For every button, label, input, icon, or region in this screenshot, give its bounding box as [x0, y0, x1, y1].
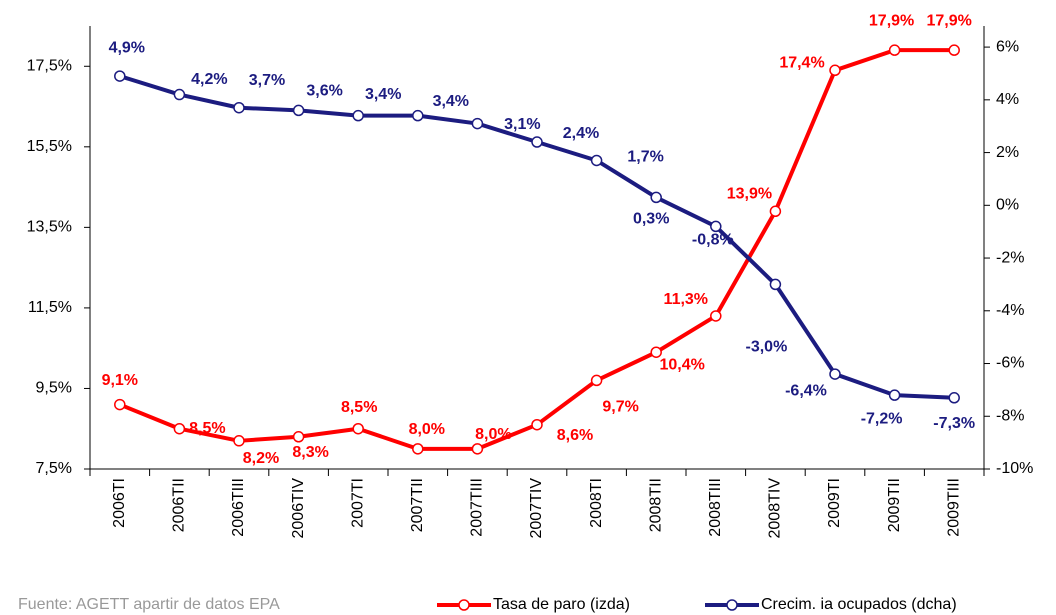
value-label: 3,4% — [433, 93, 469, 110]
value-label: 9,7% — [602, 399, 638, 416]
value-label: -6,4% — [785, 382, 827, 399]
point — [471, 117, 484, 130]
x-tick-label: 2008TII — [647, 478, 664, 532]
value-label: -0,8% — [692, 232, 734, 249]
value-label: 9,1% — [102, 372, 138, 389]
x-tick-label: 2006TIV — [290, 478, 307, 539]
point — [590, 374, 603, 387]
value-label: 17,4% — [779, 55, 824, 72]
point — [292, 104, 305, 117]
point — [114, 398, 126, 411]
y2-tick-label: -8% — [996, 407, 1024, 424]
y2-tick-label: -4% — [996, 302, 1024, 319]
value-label: -7,2% — [861, 410, 903, 427]
x-tick-label: 2007TIV — [528, 478, 545, 539]
point — [352, 109, 364, 122]
value-label: 3,6% — [306, 83, 342, 100]
value-label: 4,2% — [191, 71, 227, 88]
value-label: 8,0% — [409, 421, 445, 438]
point — [531, 136, 543, 148]
legend-marker — [458, 599, 470, 611]
value-label: 3,7% — [249, 72, 285, 89]
value-label: 2,4% — [563, 125, 599, 142]
point — [888, 44, 901, 56]
value-label: 17,9% — [869, 12, 914, 29]
legend-label: Crecim. ia ocupados (dcha) — [761, 596, 957, 613]
point — [412, 443, 424, 455]
y-tick-label: 11,5% — [28, 299, 72, 316]
point — [769, 205, 782, 218]
point — [173, 422, 186, 435]
x-tick-label: 2008TI — [588, 478, 605, 528]
value-label: 17,9% — [927, 12, 972, 29]
value-label: 8,5% — [189, 420, 225, 437]
y2-tick-label: 2% — [996, 144, 1019, 161]
point — [650, 346, 662, 358]
value-label: 8,5% — [341, 399, 377, 416]
y-tick-label: 7,5% — [36, 460, 72, 477]
point — [352, 422, 364, 435]
x-tick-label: 2007TIII — [469, 478, 486, 537]
point — [888, 389, 901, 401]
y2-tick-label: 4% — [996, 91, 1019, 108]
value-label: 3,1% — [504, 116, 540, 133]
value-label: 8,2% — [243, 450, 279, 467]
value-label: 4,9% — [109, 39, 145, 56]
legend-marker — [726, 599, 738, 611]
x-tick-label: 2009TII — [886, 478, 903, 532]
point — [948, 44, 960, 56]
x-tick-label: 2006TI — [111, 478, 128, 528]
point — [650, 191, 662, 204]
legend-label: Tasa de paro (izda) — [493, 596, 630, 613]
y-tick-label: 13,5% — [27, 219, 72, 236]
y-tick-label: 9,5% — [36, 380, 72, 397]
point — [948, 392, 960, 404]
point — [292, 431, 305, 443]
value-label: 3,4% — [365, 86, 401, 103]
y2-tick-label: -2% — [996, 249, 1024, 266]
point — [710, 310, 722, 322]
value-label: -7,3% — [933, 415, 975, 432]
y-tick-label: 17,5% — [27, 57, 72, 74]
point — [829, 64, 841, 77]
value-label: 8,0% — [475, 426, 511, 443]
x-tick-label: 2007TI — [349, 478, 366, 528]
value-label: 1,7% — [627, 149, 663, 166]
x-tick-label: 2007TII — [409, 478, 426, 532]
x-tick-label: 2008TIII — [707, 478, 724, 537]
value-label: 13,9% — [727, 185, 772, 202]
x-tick-label: 2006TII — [171, 478, 188, 532]
point — [173, 88, 186, 101]
y-tick-label: 15,5% — [27, 138, 72, 155]
x-tick-label: 2006TIII — [230, 478, 247, 537]
point — [233, 101, 245, 114]
y2-tick-label: 0% — [996, 197, 1019, 214]
point — [114, 70, 126, 82]
value-label: 8,3% — [292, 444, 328, 461]
value-label: 10,4% — [660, 356, 705, 373]
value-label: 8,6% — [557, 427, 593, 444]
value-label: -3,0% — [746, 339, 788, 356]
value-label: 0,3% — [633, 211, 669, 228]
y2-tick-label: 6% — [996, 38, 1019, 55]
point — [412, 109, 424, 122]
y2-tick-label: -6% — [996, 355, 1024, 372]
value-label: 11,3% — [664, 291, 708, 308]
x-tick-label: 2009TIII — [945, 478, 962, 537]
point — [531, 418, 543, 431]
point — [829, 368, 841, 380]
point — [769, 278, 782, 291]
point — [471, 443, 484, 455]
point — [710, 220, 722, 233]
y2-tick-label: -10% — [996, 460, 1033, 477]
x-tick-label: 2009TI — [826, 478, 843, 528]
point — [590, 154, 603, 167]
x-tick-label: 2008TIV — [767, 478, 784, 539]
point — [233, 435, 245, 447]
source-note: Fuente: AGETT apartir de datos EPA — [18, 596, 280, 613]
